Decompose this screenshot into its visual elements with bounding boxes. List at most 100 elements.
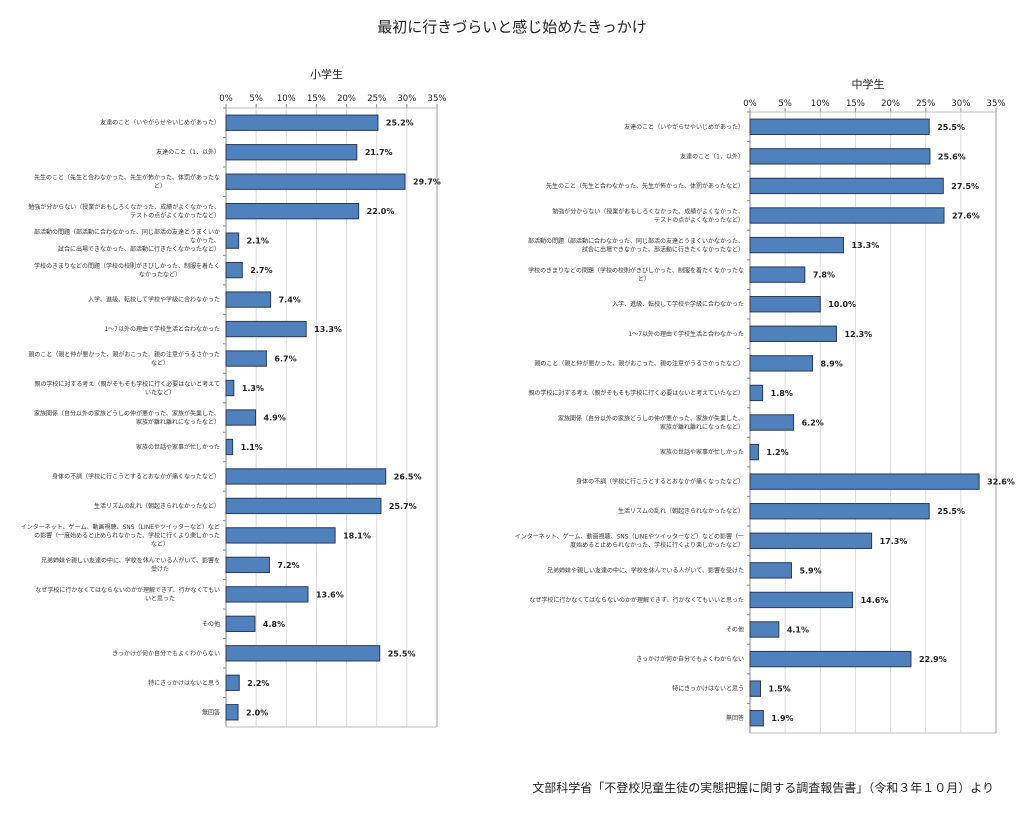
category-label-line: 度始めると止められなかった、学校に行くより楽しかったなど） — [570, 541, 744, 549]
category-label: 生活リズムの乱れ（朝起きられなかったなど） — [94, 502, 220, 510]
bar — [225, 203, 360, 220]
category-label-line: 友達のこと（いやがらせやいじめがあった） — [100, 119, 220, 127]
bar-value-label: 6.2% — [802, 419, 824, 428]
bar-value-label: 2.2% — [247, 679, 269, 688]
bar — [225, 704, 239, 721]
category-label: 親の学校に対する考え（親がそもそも学校に行く必要はないと考えていたなど） — [528, 389, 744, 397]
category-label: 親の学校に対する考え（親がそもそも学校に行く必要はないと考えていたなど） — [34, 380, 220, 397]
x-tick-label: 10% — [277, 94, 296, 104]
bar — [225, 497, 382, 515]
category-label-line: いと思った — [145, 596, 175, 603]
category-label: きっかけが何か自分でもよくわからない — [112, 649, 220, 657]
category-label: 身体の不調（学校に行こうとするとおなかが痛くなったなど） — [52, 472, 220, 480]
category-label-line: きっかけが何か自分でもよくわからない — [636, 655, 744, 663]
bar-value-label: 21.7% — [365, 148, 393, 157]
category-label: 入学、進級、転校して学校や学級に合わなかった — [612, 300, 744, 308]
category-label: 先生のこと（先生と合わなかった、先生が怖かった、体罰があったなど） — [546, 182, 744, 190]
category-label-line: 友達のこと（1．以外） — [680, 152, 744, 160]
x-tick-label: 35% — [428, 94, 447, 104]
bar — [225, 261, 243, 279]
bar-value-label: 4.8% — [263, 620, 285, 629]
category-label-line: 親のこと（親と仲が悪かった、親がおこった、親の注意がうるさかったなど） — [534, 359, 744, 367]
category-label-line: 勉強が分からない（授業がおもしろくなかった、成績がよくなかった、 — [552, 207, 744, 215]
category-label-line: インターネット、ゲーム、動画視聴、SNS（LINEやツイッターなど）などの影響（… — [515, 533, 744, 541]
bar — [225, 173, 406, 190]
category-label: 友達のこと（1．以外） — [680, 152, 744, 160]
bar — [749, 296, 821, 313]
chart-subtitle: 小学生 — [310, 67, 343, 81]
bar — [749, 680, 762, 697]
category-label-line: 特にきっかけはないと思う — [672, 685, 744, 693]
category-label-line: など） — [151, 540, 169, 548]
x-tick-label: 15% — [846, 99, 865, 109]
bar-value-label: 7.2% — [277, 561, 299, 570]
category-label-line: 友達のこと（いやがらせやいじめがあった） — [624, 123, 744, 131]
bar-value-label: 25.7% — [389, 502, 417, 511]
category-label-line: 受けた — [151, 565, 169, 573]
bar-value-label: 14.6% — [861, 596, 889, 605]
category-label-line: 家族が離れ離れになったなど） — [660, 423, 744, 431]
category-label: 部活動の問題（部活動に合わなかった、同じ部活の友達とうまくいかなかった、試合に出… — [34, 228, 220, 253]
source-note: 文部科学省「不登校児童生徒の実態把握に関する調査報告書」（令和３年１０月）より — [532, 781, 994, 795]
bar-value-label: 2.1% — [247, 237, 269, 246]
category-label-line: 親のこと（親と仲が悪かった、親がおこった、親の注意がうるさかった — [28, 350, 220, 358]
bar-value-label: 1.1% — [241, 443, 263, 452]
bar — [225, 586, 309, 603]
category-label-line: なかった、 — [190, 238, 220, 245]
category-label-line: テストの点がよくなかったなど） — [654, 216, 744, 224]
bar-value-label: 25.6% — [938, 152, 966, 161]
bar-value-label: 2.7% — [250, 266, 272, 275]
category-label: 兄弟姉妹や親しい友達の中に、学校を休んでいる人がいて、影響を受けた — [41, 557, 220, 574]
category-label-line: テストの点がよくなかったなど） — [130, 211, 220, 219]
category-label-line: 兄弟姉妹や親しい友達の中に、学校を休んでいる人がいて、影響を — [41, 557, 220, 565]
category-label-line: 勉強が分からない（授業がおもしろくなかった、成績がよくなかった、 — [28, 203, 220, 211]
category-label-line: 学校のきまりなどの問題（学校の校則がきびしかった、制服を着たくなかったな — [528, 266, 744, 274]
bar-value-label: 17.3% — [880, 537, 908, 546]
category-label: 兄弟姉妹や親しい友達の中に、学校を休んでいる人がいて、影響を受けた — [547, 566, 744, 574]
category-label: 親のこと（親と仲が悪かった、親がおこった、親の注意がうるさかったなど） — [534, 359, 744, 367]
bar — [749, 325, 837, 342]
category-label-line: 入学、進級、転校して学校や学級に合わなかった — [88, 296, 220, 304]
category-label-line: その他 — [726, 626, 744, 634]
category-label-line: 試合に出場できなかった、部活動に行きたくなかったなど） — [58, 245, 220, 253]
category-label-line: 家族の世話や家事が忙しかった — [136, 443, 220, 451]
category-label: 友達のこと（1．以外） — [156, 148, 220, 156]
category-label: 入学、進級、転校して学校や学級に合わなかった — [88, 296, 220, 304]
category-label-line: 家族が離れ離れになったなど） — [136, 418, 220, 426]
x-tick-label: 5% — [778, 99, 792, 109]
category-label: 特にきっかけはないと思う — [672, 685, 744, 693]
x-tick-label: 0% — [219, 94, 233, 104]
category-label-line: 無回答 — [726, 714, 744, 722]
bar — [225, 438, 234, 456]
category-label-line: 家族関係（自分以外の家族どうしの仲が悪かった、家族が失業した、 — [34, 409, 220, 417]
x-tick-label: 25% — [367, 94, 386, 104]
category-label: なぜ学校に行かなくてはならないのかが理解できず、行かなくてもいいと思った — [529, 596, 744, 604]
category-label-line: 生活リズムの乱れ（朝起きられなかったなど） — [618, 507, 744, 515]
bar-value-label: 27.6% — [952, 212, 980, 221]
bar — [749, 710, 764, 727]
bar — [749, 384, 764, 402]
bar — [749, 177, 944, 195]
bar — [749, 443, 759, 461]
category-label: 学校のきまりなどの問題（学校の校則がきびしかった、制服を着たくなかったなど） — [34, 262, 220, 279]
category-label: インターネット、ゲーム、動画視聴、SNS（LINEやツイッターなど）などの影響（… — [21, 523, 220, 548]
category-label: 無回答 — [202, 708, 220, 716]
category-label: 特にきっかけはないと思う — [148, 679, 220, 687]
category-label: きっかけが何か自分でもよくわからない — [636, 655, 744, 663]
category-label-line: ど） — [638, 275, 650, 283]
bar — [225, 144, 358, 161]
bar — [749, 414, 795, 431]
bar-value-label: 8.9% — [821, 359, 843, 368]
bar-value-label: 32.6% — [987, 478, 1015, 487]
bar-value-label: 13.3% — [314, 325, 342, 334]
category-label: 学校のきまりなどの問題（学校の校則がきびしかった、制服を着たくなかったなど） — [528, 266, 744, 283]
bar-value-label: 7.8% — [813, 271, 835, 280]
category-label: 身体の不調（学校に行こうとするとおなかが痛くなったなど） — [576, 478, 744, 486]
category-label: 1～7以外の理由で学校生活と合わなかった — [104, 325, 220, 333]
bar — [225, 527, 336, 544]
bar — [225, 645, 381, 662]
bar-value-label: 1.9% — [771, 714, 793, 723]
category-label-line: 親の学校に対する考え（親がそもそも学校に行く必要はないと考えて — [34, 380, 220, 388]
category-label-line: 学校のきまりなどの問題（学校の校則がきびしかった、制服を着たく — [34, 262, 220, 270]
category-label-line: 身体の不調（学校に行こうとするとおなかが痛くなったなど） — [52, 472, 220, 480]
